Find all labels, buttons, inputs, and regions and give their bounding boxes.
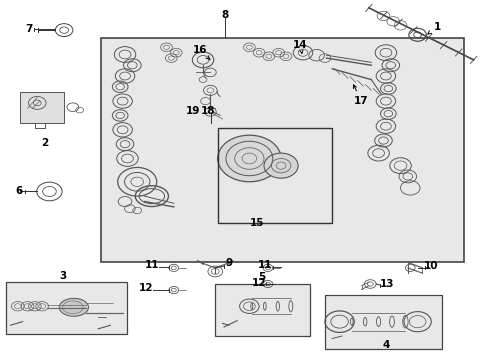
Text: 6: 6 (16, 186, 23, 197)
Text: 1: 1 (427, 22, 440, 34)
Text: 8: 8 (221, 10, 228, 20)
Bar (20, 92, 64, 123)
Text: 13: 13 (379, 279, 394, 289)
Text: 2: 2 (41, 139, 48, 148)
Text: 19: 19 (185, 106, 200, 116)
Text: 4: 4 (382, 340, 389, 350)
Bar (5, 282, 127, 334)
Text: 17: 17 (353, 85, 368, 106)
Text: 7: 7 (25, 24, 33, 35)
Bar (215, 284, 310, 336)
Text: 16: 16 (192, 45, 210, 60)
Text: 9: 9 (225, 258, 232, 268)
Text: 12: 12 (139, 283, 153, 293)
Text: 12: 12 (251, 278, 266, 288)
Bar (325, 296, 441, 348)
Circle shape (264, 153, 298, 178)
Text: 11: 11 (258, 260, 272, 270)
Text: 14: 14 (293, 40, 307, 53)
Text: 11: 11 (144, 260, 159, 270)
Bar (217, 128, 331, 223)
Text: 18: 18 (200, 106, 215, 116)
Bar (101, 39, 463, 262)
Text: 3: 3 (60, 271, 66, 281)
Text: 15: 15 (249, 218, 264, 228)
Text: 10: 10 (423, 261, 437, 271)
Circle shape (217, 135, 281, 182)
Text: 5: 5 (257, 272, 264, 282)
Ellipse shape (59, 298, 88, 316)
